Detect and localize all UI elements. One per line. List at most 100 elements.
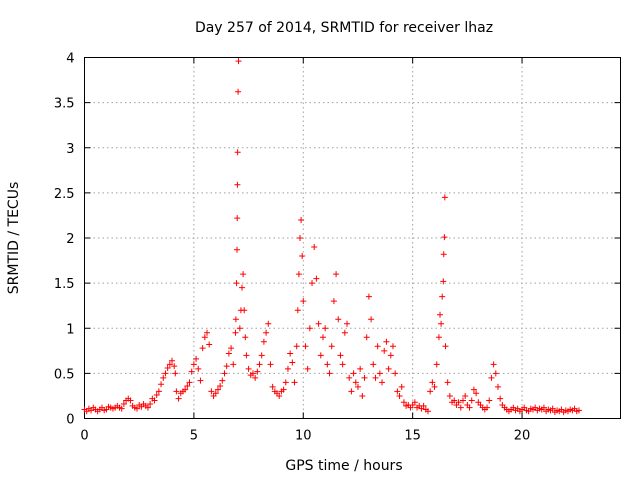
data-point bbox=[326, 370, 333, 377]
axis-ticks: 0 0.5 1 1.5 2 2.5 3 3.5 4 0 5 10 15 20 bbox=[54, 52, 621, 444]
data-point bbox=[435, 334, 442, 341]
data-point bbox=[164, 364, 171, 371]
data-point bbox=[309, 280, 316, 287]
data-point bbox=[269, 383, 276, 390]
data-point bbox=[468, 397, 475, 404]
data-point bbox=[374, 343, 381, 350]
data-point bbox=[295, 271, 302, 278]
data-point bbox=[160, 374, 167, 381]
data-point bbox=[234, 149, 241, 156]
data-point bbox=[339, 361, 346, 368]
data-point bbox=[315, 320, 322, 327]
data-point bbox=[293, 343, 300, 350]
data-point bbox=[188, 368, 195, 375]
y-tick-label: 0 bbox=[66, 413, 74, 428]
data-point bbox=[234, 181, 241, 188]
data-point bbox=[319, 334, 326, 341]
data-point bbox=[212, 390, 219, 397]
data-point bbox=[199, 345, 206, 352]
data-point bbox=[420, 402, 427, 409]
data-point bbox=[265, 320, 272, 327]
data-point bbox=[249, 370, 256, 377]
data-point bbox=[484, 404, 491, 411]
data-point bbox=[245, 365, 252, 372]
data-point bbox=[359, 392, 366, 399]
data-point bbox=[219, 377, 226, 384]
data-point bbox=[204, 329, 211, 336]
data-point bbox=[284, 365, 291, 372]
y-tick-label: 2 bbox=[66, 232, 74, 247]
data-point bbox=[182, 386, 189, 393]
x-tick-label: 15 bbox=[404, 429, 421, 444]
data-point bbox=[429, 379, 436, 386]
data-point bbox=[232, 329, 239, 336]
data-point bbox=[155, 388, 162, 395]
data-point bbox=[381, 347, 388, 354]
data-point bbox=[411, 399, 418, 406]
data-point bbox=[298, 216, 305, 223]
data-point bbox=[437, 311, 444, 318]
data-point bbox=[217, 383, 224, 390]
x-tick-label: 20 bbox=[514, 429, 531, 444]
data-point bbox=[486, 397, 493, 404]
data-point bbox=[296, 235, 303, 241]
data-point bbox=[166, 361, 173, 368]
data-point bbox=[442, 343, 449, 350]
data-point bbox=[173, 388, 180, 395]
y-tick-label: 3.5 bbox=[54, 97, 75, 112]
data-point bbox=[549, 405, 556, 412]
data-point bbox=[267, 361, 274, 368]
data-point bbox=[494, 383, 501, 390]
data-point bbox=[451, 397, 458, 404]
data-point bbox=[441, 194, 448, 201]
data-point bbox=[190, 361, 197, 368]
data-point bbox=[221, 370, 228, 377]
data-point bbox=[241, 307, 248, 314]
data-point bbox=[385, 365, 392, 372]
x-tick-label: 5 bbox=[190, 429, 198, 444]
data-point bbox=[444, 379, 451, 386]
data-point bbox=[234, 215, 241, 222]
data-point bbox=[439, 293, 446, 300]
data-point bbox=[263, 329, 270, 336]
data-point bbox=[276, 392, 283, 399]
data-point bbox=[433, 361, 440, 368]
data-point bbox=[490, 361, 497, 368]
data-point bbox=[302, 343, 309, 350]
data-point bbox=[118, 405, 125, 412]
data-point bbox=[232, 316, 239, 323]
data-point bbox=[441, 234, 448, 241]
y-tick-label: 1.5 bbox=[54, 277, 75, 292]
data-point bbox=[153, 392, 160, 399]
data-point bbox=[193, 355, 200, 362]
data-point bbox=[333, 271, 340, 278]
data-point bbox=[306, 325, 313, 332]
y-tick-label: 0.5 bbox=[54, 367, 75, 382]
data-point bbox=[363, 334, 370, 341]
data-point bbox=[230, 361, 237, 368]
data-point bbox=[313, 275, 320, 282]
data-point bbox=[228, 345, 235, 352]
data-point bbox=[446, 392, 453, 399]
data-point bbox=[431, 383, 438, 390]
data-point bbox=[120, 401, 127, 408]
data-point bbox=[330, 298, 337, 305]
data-point bbox=[394, 388, 401, 395]
data-point bbox=[186, 379, 193, 386]
data-point bbox=[459, 397, 466, 404]
x-axis-label: GPS time / hours bbox=[285, 458, 402, 474]
data-point bbox=[300, 298, 307, 305]
data-point bbox=[379, 379, 386, 386]
data-point bbox=[233, 280, 240, 287]
data-point bbox=[158, 381, 165, 388]
data-point bbox=[376, 370, 383, 377]
chart-title: Day 257 of 2014, SRMTID for receiver lha… bbox=[195, 20, 493, 36]
data-point bbox=[223, 363, 230, 370]
data-point bbox=[387, 352, 394, 359]
data-point bbox=[473, 390, 480, 397]
x-tick-label: 10 bbox=[295, 429, 312, 444]
data-point bbox=[162, 370, 169, 377]
data-point bbox=[235, 88, 242, 95]
data-point bbox=[291, 379, 298, 386]
